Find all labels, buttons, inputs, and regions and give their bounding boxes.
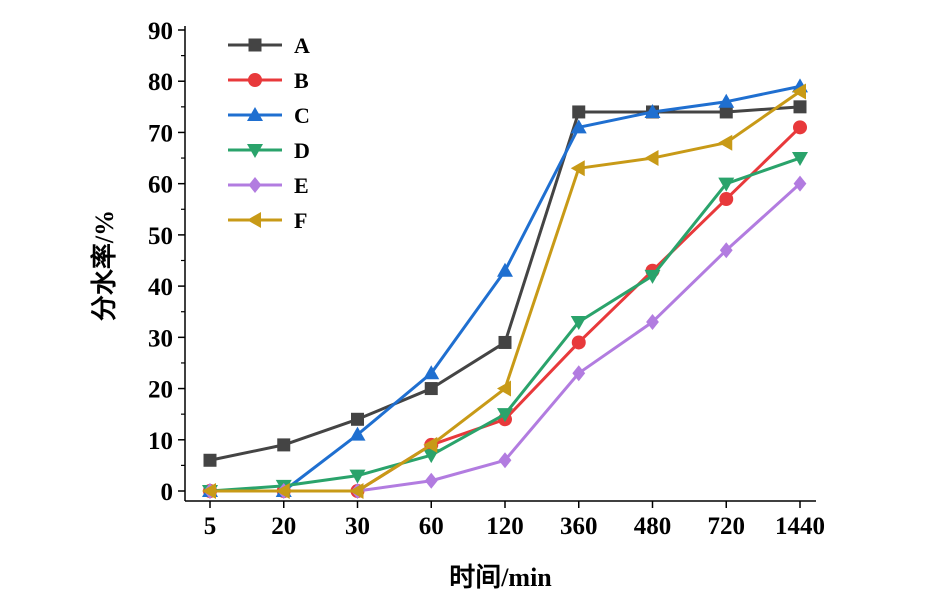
y-tick-label: 70 — [148, 120, 173, 147]
legend-item-F: F — [228, 208, 307, 233]
legend-item-D: D — [228, 138, 310, 163]
x-tick-label: 480 — [634, 513, 672, 540]
x-tick-label: 30 — [345, 513, 370, 540]
legend-item-C: C — [228, 103, 310, 128]
data-point-A — [719, 105, 733, 119]
x-tick-label: 5 — [204, 513, 217, 540]
data-point-C — [718, 93, 735, 108]
data-point-A — [498, 335, 512, 349]
legend-marker — [247, 212, 261, 228]
legend-label: B — [294, 68, 309, 93]
y-tick-label: 90 — [148, 18, 173, 45]
data-point-C — [570, 119, 587, 134]
data-point-B — [571, 335, 586, 350]
legend-marker — [248, 38, 262, 52]
data-point-C — [423, 365, 440, 380]
data-point-E — [424, 472, 438, 489]
data-point-F — [497, 380, 511, 397]
data-point-C — [349, 426, 366, 441]
x-tick-label: 360 — [560, 513, 598, 540]
data-point-E — [498, 452, 512, 469]
data-point-C — [497, 262, 513, 277]
legend-item-E: E — [228, 173, 309, 198]
x-tick-label: 120 — [486, 513, 524, 540]
data-point-F — [792, 83, 806, 100]
data-point-F — [349, 483, 364, 499]
legend-marker — [248, 177, 262, 193]
x-tick-label: 720 — [708, 513, 746, 540]
data-point-A — [793, 100, 807, 114]
x-tick-label: 60 — [419, 513, 444, 540]
data-point-F — [275, 483, 290, 499]
legend-marker — [247, 144, 263, 158]
legend-item-A: A — [228, 33, 310, 58]
axes: 0 10 20 30 40 50 60 70 80 90 5 20 30 60 120 360 480 720 14… — [148, 18, 825, 540]
legend-marker — [247, 107, 263, 121]
y-tick-label: 80 — [148, 69, 173, 96]
data-point-F — [570, 160, 585, 177]
y-tick-label: 10 — [148, 428, 173, 455]
data-point-F — [202, 483, 216, 499]
legend-label: F — [294, 208, 307, 233]
data-point-D — [644, 269, 661, 284]
data-point-D — [792, 152, 808, 167]
y-tick-label: 0 — [161, 479, 174, 506]
y-tick-label: 30 — [148, 325, 173, 352]
data-point-E — [793, 175, 807, 192]
data-point-D — [570, 315, 587, 330]
x-tick-label: 1440 — [775, 513, 825, 540]
legend-label: E — [294, 173, 309, 198]
data-point-B — [719, 192, 734, 207]
x-axis-title: 时间/min — [449, 563, 552, 592]
series-D — [202, 152, 808, 499]
data-point-D — [349, 469, 366, 484]
data-point-A — [203, 453, 217, 467]
y-tick-label: 60 — [148, 172, 173, 199]
y-tick-label: 40 — [148, 274, 173, 301]
data-point-F — [423, 436, 438, 453]
data-point-A — [424, 382, 438, 396]
data-point-E — [646, 313, 659, 330]
y-axis-title: 分水率/% — [89, 210, 119, 321]
data-point-A — [277, 438, 291, 452]
series-lines — [202, 78, 808, 499]
data-point-D — [718, 177, 735, 192]
data-point-C — [644, 103, 661, 118]
legend-label: C — [294, 103, 310, 128]
legend-marker — [248, 73, 262, 87]
legend-label: D — [294, 138, 310, 163]
legend-item-B: B — [228, 68, 309, 93]
data-point-E — [719, 242, 733, 259]
data-point-A — [572, 105, 586, 119]
data-point-D — [497, 408, 513, 423]
data-point-B — [793, 120, 807, 135]
data-point-E — [572, 365, 586, 382]
x-tick-label: 20 — [271, 513, 296, 540]
data-point-D — [423, 449, 440, 464]
series-C — [202, 78, 808, 497]
y-tick-label: 20 — [148, 377, 173, 404]
data-point-A — [351, 412, 364, 426]
data-point-F — [644, 150, 659, 167]
y-tick-label: 50 — [148, 223, 173, 250]
data-point-F — [718, 134, 733, 151]
series-F — [202, 83, 806, 499]
legend-label: A — [294, 33, 310, 58]
